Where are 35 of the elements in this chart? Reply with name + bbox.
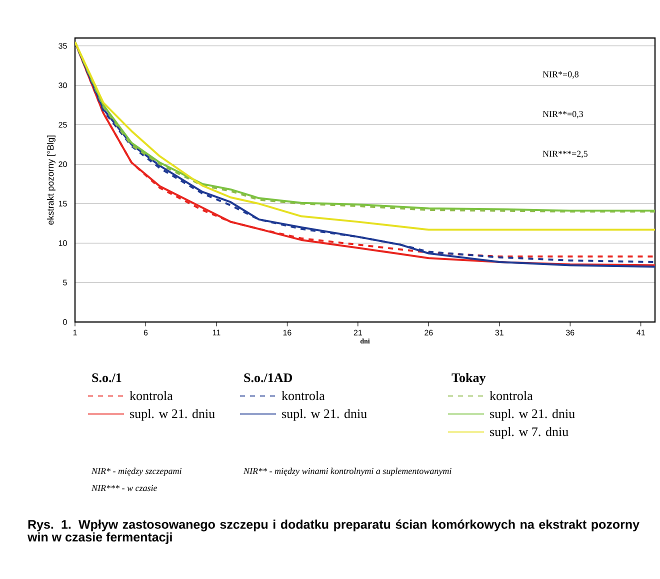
x-tick-label: 31 <box>495 330 504 336</box>
x-tick-label: 41 <box>636 330 645 336</box>
x-tick-label: 21 <box>354 330 362 336</box>
y-tick-label: 30 <box>58 82 67 88</box>
y-tick-label: 35 <box>58 43 67 49</box>
y-tick-label: 5 <box>63 280 67 286</box>
y-tick-label: 20 <box>58 161 67 168</box>
x-tick-label: 6 <box>144 330 148 336</box>
legend-label: kontrola <box>490 390 533 400</box>
text: S.o./1AD <box>244 373 292 382</box>
y-tick-label: 10 <box>58 240 67 246</box>
text: NIR*** - w czasie <box>91 485 158 492</box>
legend-label: kontrola <box>282 390 325 400</box>
y-tick-label: 25 <box>58 122 67 128</box>
text: NIR* - między szczepami <box>91 468 182 476</box>
legend-label: kontrola <box>130 390 173 400</box>
text: S.o./1 <box>92 373 122 382</box>
annotation: NIR***=2,5 <box>542 150 588 158</box>
x-tick-label: 11 <box>212 330 220 336</box>
x-tick-label: 1 <box>73 330 77 336</box>
x-tick-label: 36 <box>566 330 574 336</box>
y-tick-label: 15 <box>58 200 67 206</box>
annotation: NIR*=0,8 <box>542 71 579 79</box>
legend-label: supl. w 21. dniu <box>130 408 215 421</box>
legend-label: supl. w 21. dniu <box>490 408 575 421</box>
annotation: NIR**=0,3 <box>542 110 584 118</box>
legend-label: supl. w 7. dniu <box>490 426 568 439</box>
legend-label: supl. w 21. dniu <box>282 408 367 421</box>
text: Rys. 1. Wpływ zastosowanego szczepu i dodatku preparatu ścian komórkowych na ekstrakt pozorny win w czasie fermentacji <box>28 520 640 544</box>
text: Tokay <box>452 372 486 385</box>
x-tick-label: 26 <box>424 330 433 336</box>
x-tick-label: 16 <box>283 330 292 336</box>
y-tick-label: 0 <box>63 319 67 325</box>
y-axis-title: ekstrakt pozorny [°Blg] <box>47 136 56 225</box>
text: NIR** - między winami kontrolnymi a suplementowanymi <box>243 468 452 476</box>
